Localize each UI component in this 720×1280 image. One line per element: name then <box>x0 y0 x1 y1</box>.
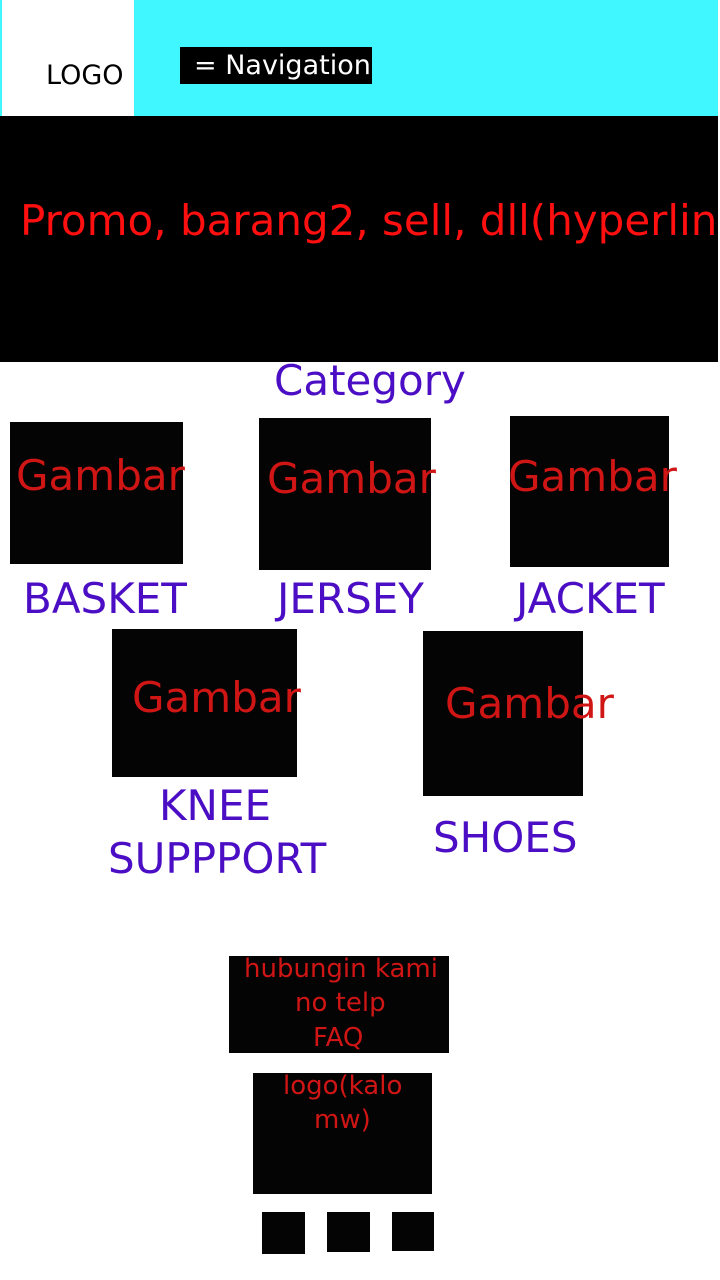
promo-link[interactable]: Promo, barang2, sell, dll(hyperlink) <box>20 196 720 245</box>
category-image-label: Gambar <box>132 673 301 722</box>
category-label-jersey[interactable]: JERSEY <box>277 574 424 623</box>
category-image-shoes[interactable] <box>423 631 583 796</box>
category-image-label: Gambar <box>508 452 677 501</box>
social-icon[interactable] <box>262 1212 305 1254</box>
footer-logo <box>253 1073 432 1194</box>
category-image-label: Gambar <box>267 454 436 503</box>
promo-banner[interactable] <box>0 116 718 362</box>
social-icon[interactable] <box>327 1212 370 1252</box>
contact-link[interactable]: hubungin kami <box>244 954 438 984</box>
footer-contact-box <box>229 956 449 1053</box>
logo[interactable]: LOGO <box>46 60 124 91</box>
navigation-button[interactable]: = Navigation <box>180 47 372 84</box>
category-image-knee-support[interactable] <box>112 629 297 777</box>
phone-link[interactable]: no telp <box>295 988 386 1018</box>
logo-container[interactable] <box>0 0 134 116</box>
footer-logo-text: mw) <box>314 1105 371 1135</box>
category-label-knee[interactable]: KNEE <box>159 781 272 830</box>
faq-link[interactable]: FAQ <box>313 1023 364 1053</box>
category-label-support[interactable]: SUPPPORT <box>108 834 327 883</box>
category-label-shoes[interactable]: SHOES <box>433 813 578 862</box>
category-title: Category <box>274 356 466 405</box>
category-image-basket[interactable] <box>10 422 183 564</box>
category-label-basket[interactable]: BASKET <box>23 574 187 623</box>
category-image-label: Gambar <box>16 451 185 500</box>
category-image-jacket[interactable] <box>510 416 669 567</box>
category-label-jacket[interactable]: JACKET <box>516 574 665 623</box>
social-icon[interactable] <box>392 1212 434 1251</box>
footer-logo-text: logo(kalo <box>283 1071 403 1101</box>
category-image-label: Gambar <box>445 679 614 728</box>
category-image-jersey[interactable] <box>259 418 431 570</box>
